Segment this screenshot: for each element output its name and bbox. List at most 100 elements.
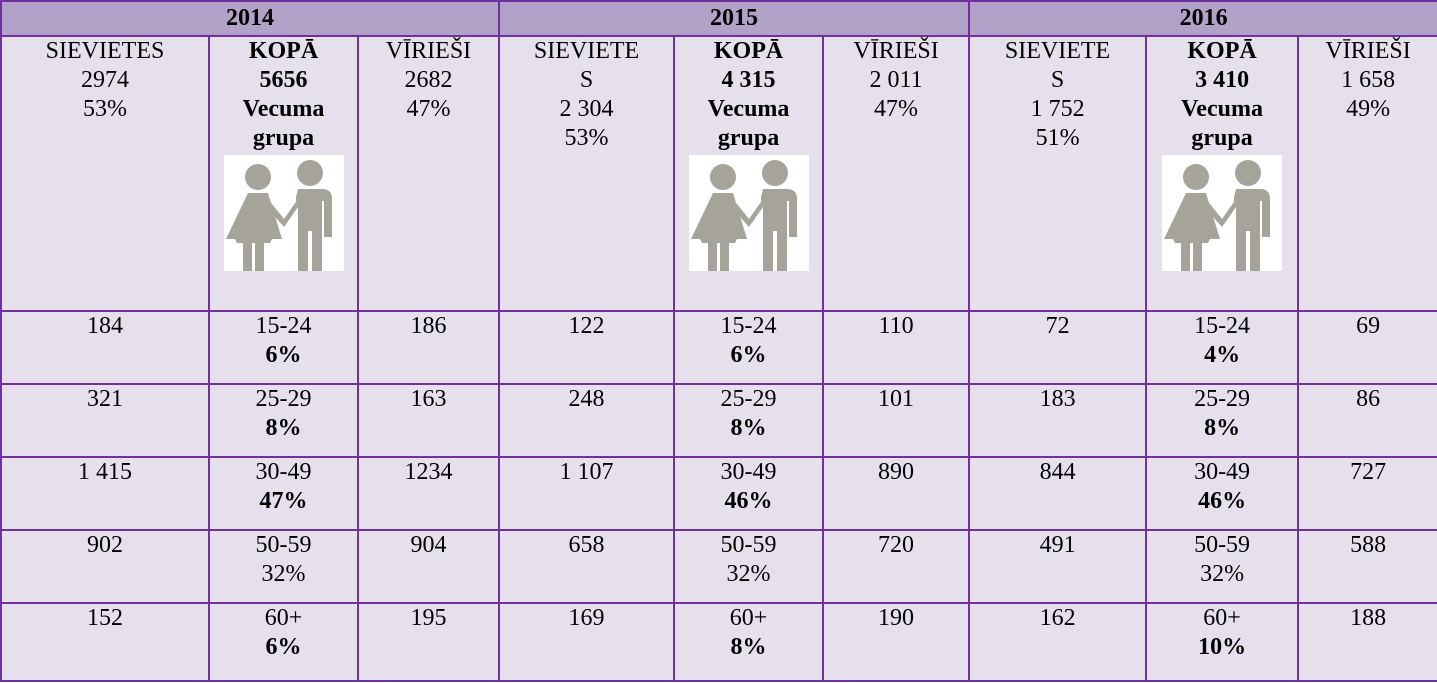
- men-cell: 1234: [356, 456, 501, 531]
- men-cell: 101: [822, 383, 971, 458]
- age-share: 8%: [1204, 415, 1241, 441]
- age-cell: 25-29 8%: [1145, 383, 1300, 458]
- women-count: 902: [87, 532, 123, 558]
- women-count: 122: [568, 313, 605, 339]
- header-text: Vecuma grupa: [242, 96, 325, 151]
- data-row: 1 415 30-49 47% 1234 1 107 30-49 46% 890 844 30-4…: [0, 456, 1437, 531]
- men-count: 101: [878, 386, 915, 412]
- women-count: 72: [1045, 313, 1070, 339]
- age-cell: 60+ 6%: [208, 602, 359, 682]
- age-cell: 30-49 46%: [1145, 456, 1300, 531]
- header-text: SIEVIETE: [1004, 38, 1111, 64]
- header-text: VĪRIEŠI: [385, 38, 472, 64]
- age-group: 50-59: [720, 532, 777, 558]
- age-group: 50-59: [1194, 532, 1251, 558]
- header-text: 49%: [1346, 96, 1391, 122]
- header-cell: VĪRIEŠI 2682 47%: [356, 35, 501, 312]
- age-group: 30-49: [720, 459, 777, 485]
- age-share: 8%: [730, 634, 767, 660]
- data-row: 184 15-24 6% 186 122 15-24 6% 110 72 15-24 4% 69: [0, 310, 1437, 385]
- header-text: SIEVIETE: [533, 38, 640, 64]
- women-cell: 169: [498, 602, 676, 682]
- men-count: 1234: [404, 459, 453, 485]
- header-text: 47%: [406, 96, 451, 122]
- age-group: 50-59: [255, 532, 312, 558]
- data-row: 321 25-29 8% 163 248 25-29 8% 101 183 25-29 8% 86: [0, 383, 1437, 458]
- header-text: 2 011: [869, 67, 923, 93]
- year-cell: 2015: [498, 0, 971, 37]
- women-count: 248: [568, 386, 605, 412]
- women-count: 1 107: [559, 459, 614, 485]
- age-share: 32%: [726, 561, 771, 587]
- age-cell: 50-59 32%: [1145, 529, 1300, 604]
- couple-icon: [688, 155, 809, 271]
- data-row: 902 50-59 32% 904 658 50-59 32% 720 491 50-59 32% 5…: [0, 529, 1437, 604]
- year-cell: 2014: [0, 0, 501, 37]
- men-cell: 110: [822, 310, 971, 385]
- women-cell: 658: [498, 529, 676, 604]
- women-cell: 152: [0, 602, 210, 682]
- age-cell: 50-59 32%: [208, 529, 359, 604]
- header-text: VĪRIEŠI: [1325, 38, 1411, 64]
- header-text: 2682: [404, 67, 453, 93]
- women-cell: 162: [968, 602, 1148, 682]
- men-count: 890: [878, 459, 915, 485]
- age-cell: 15-24 6%: [208, 310, 359, 385]
- age-cell: 60+ 8%: [673, 602, 825, 682]
- couple-icon: [223, 155, 344, 271]
- women-cell: 122: [498, 310, 676, 385]
- header-cell: KOPĀ 4 315 Vecuma grupa: [673, 35, 825, 312]
- header-cell: KOPĀ 3 410 Vecuma grupa: [1145, 35, 1300, 312]
- age-group: 15-24: [255, 313, 312, 339]
- age-group: 25-29: [720, 386, 777, 412]
- men-cell: 190: [822, 602, 971, 682]
- men-count: 190: [878, 605, 915, 631]
- age-cell: 15-24 4%: [1145, 310, 1300, 385]
- women-count: 152: [87, 605, 123, 631]
- header-text: 51%: [1035, 125, 1080, 151]
- men-cell: 188: [1297, 602, 1437, 682]
- women-cell: 183: [968, 383, 1148, 458]
- header-text: 53%: [83, 96, 127, 122]
- header-cell: SIEVIETE S 1 752 51%: [968, 35, 1148, 312]
- women-cell: 1 415: [0, 456, 210, 531]
- women-cell: 72: [968, 310, 1148, 385]
- age-share: 46%: [724, 488, 773, 514]
- women-cell: 184: [0, 310, 210, 385]
- women-count: 184: [87, 313, 123, 339]
- women-count: 844: [1039, 459, 1076, 485]
- age-share: 4%: [1204, 342, 1241, 368]
- header-text: SIEVIETES: [45, 38, 165, 64]
- age-share: 6%: [265, 634, 302, 660]
- header-text: KOPĀ: [713, 38, 784, 64]
- women-cell: 902: [0, 529, 210, 604]
- header-text: 5656: [259, 67, 308, 93]
- men-count: 195: [410, 605, 447, 631]
- men-cell: 195: [356, 602, 501, 682]
- header-text: 47%: [874, 96, 919, 122]
- header-text: KOPĀ: [248, 38, 319, 64]
- year-row: 2014 2015 2016: [0, 0, 1437, 37]
- women-count: 183: [1039, 386, 1076, 412]
- men-count: 186: [410, 313, 447, 339]
- header-text: 1 658: [1341, 67, 1396, 93]
- header-text: S: [1050, 67, 1065, 93]
- age-share: 46%: [1198, 488, 1247, 514]
- header-text: Vecuma grupa: [707, 96, 790, 151]
- age-share: 6%: [265, 342, 302, 368]
- women-count: 169: [568, 605, 605, 631]
- age-share: 8%: [265, 415, 302, 441]
- women-count: 162: [1039, 605, 1076, 631]
- age-share: 47%: [259, 488, 308, 514]
- men-count: 86: [1356, 386, 1381, 412]
- age-group: 30-49: [1194, 459, 1251, 485]
- men-count: 163: [410, 386, 447, 412]
- men-count: 904: [410, 532, 447, 558]
- age-share: 6%: [730, 342, 767, 368]
- age-cell: 60+ 10%: [1145, 602, 1300, 682]
- men-count: 188: [1350, 605, 1387, 631]
- men-cell: 727: [1297, 456, 1437, 531]
- header-text: S: [579, 67, 594, 93]
